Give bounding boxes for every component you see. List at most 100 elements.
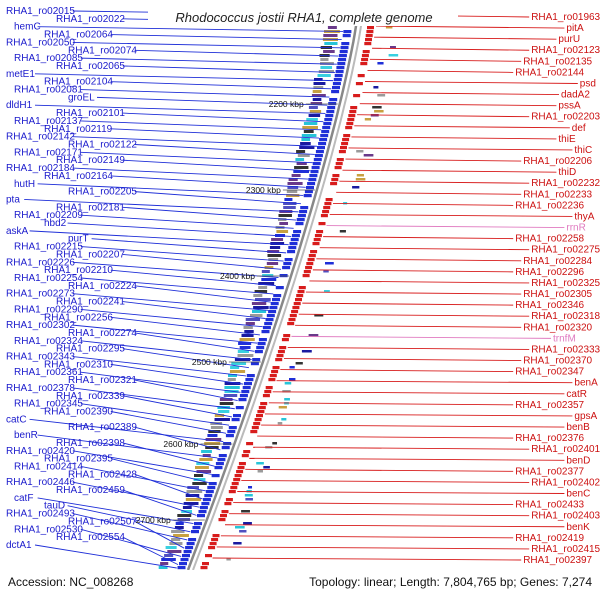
leader-line	[253, 446, 530, 450]
gene-label: hbd2	[44, 218, 67, 229]
reverse-gene-block	[225, 498, 233, 502]
annotation-block	[230, 366, 240, 369]
reverse-gene-block	[246, 442, 254, 446]
reverse-gene-block	[238, 462, 246, 466]
ruler-label: 2300 kbp	[246, 185, 281, 195]
forward-gene-block	[309, 174, 318, 178]
reverse-gene-block	[265, 386, 273, 390]
gene-label: askA	[6, 226, 29, 237]
leader-line	[91, 238, 287, 254]
gene-label: RHA1_ro02171	[14, 147, 83, 158]
annotation-block	[385, 26, 393, 29]
reverse-gene-block	[251, 426, 259, 430]
annotation-block	[267, 254, 282, 257]
annotation-block	[282, 390, 291, 393]
forward-gene-block	[282, 266, 291, 270]
annotation-block	[210, 426, 223, 429]
forward-gene-block	[252, 358, 261, 362]
reverse-gene-block	[330, 182, 338, 186]
forward-gene-block	[254, 350, 263, 354]
leader-line	[37, 183, 304, 196]
gene-label: RHA1_ro02236	[515, 200, 584, 211]
gene-label: RHA1_ro02530	[14, 524, 83, 535]
annotation-block	[237, 354, 254, 357]
leader-line	[110, 411, 227, 434]
ruler-label: 2700 kbp	[136, 515, 171, 525]
gene-label: trnfM	[553, 333, 576, 344]
forward-gene-block	[264, 322, 273, 326]
forward-gene-block	[207, 486, 216, 490]
reverse-gene-block	[289, 314, 297, 318]
leader-line	[276, 380, 573, 384]
gene-label: dctA1	[6, 540, 32, 551]
leader-line	[80, 246, 284, 262]
reverse-gene-block	[200, 566, 208, 570]
forward-gene-block	[306, 186, 314, 190]
annotation-block	[388, 54, 399, 57]
leader-line	[332, 202, 514, 206]
gene-label: RHA1_ro02361	[14, 367, 83, 378]
forward-gene-block	[324, 118, 333, 122]
forward-gene-block	[185, 546, 194, 550]
reverse-gene-block	[365, 38, 372, 42]
gene-label: hutH	[14, 179, 35, 190]
leader-line	[110, 316, 260, 336]
forward-gene-block	[197, 514, 205, 518]
leader-line	[264, 413, 573, 417]
annotation-block	[314, 78, 323, 81]
gene-label: RHA1_ro02085	[14, 53, 83, 64]
annotation-block	[261, 270, 270, 273]
leader-line	[354, 125, 570, 129]
forward-gene-block	[288, 246, 297, 250]
forward-gene-block	[218, 454, 227, 458]
leader-line	[110, 128, 320, 139]
annotation-block	[327, 26, 337, 29]
leader-line	[348, 147, 573, 151]
forward-gene-block	[308, 178, 317, 182]
forward-gene-block	[284, 258, 293, 262]
annotation-block	[237, 350, 249, 353]
annotation-block	[288, 178, 298, 181]
reverse-gene-block	[277, 350, 285, 354]
leader-line	[134, 379, 238, 401]
gene-label: RHA1_ro02215	[14, 242, 83, 253]
leader-line	[237, 491, 565, 494]
leader-line	[323, 236, 514, 240]
gene-label: RHA1_ro02101	[56, 108, 125, 119]
reverse-gene-block	[220, 514, 227, 518]
annotation-block	[356, 174, 364, 177]
leader-line	[80, 466, 206, 492]
leader-line	[80, 151, 313, 164]
leader-line	[305, 291, 522, 295]
annotation-block	[244, 330, 254, 333]
forward-gene-block	[317, 146, 325, 150]
reverse-gene-block	[324, 202, 332, 206]
annotation-block	[272, 442, 278, 445]
gene-label: RHA1_ro02137	[14, 116, 83, 127]
annotation-block	[283, 206, 296, 209]
annotation-block	[224, 382, 241, 385]
forward-gene-block	[180, 558, 189, 562]
annotation-block	[192, 482, 207, 485]
gene-label: RHA1_ro02401	[531, 444, 600, 455]
forward-gene-block	[297, 214, 306, 218]
annotation-block	[281, 418, 287, 421]
annotation-block	[278, 214, 292, 217]
reverse-gene-block	[257, 410, 265, 414]
annotation-block	[299, 146, 315, 149]
leader-line	[241, 479, 530, 483]
leader-line	[280, 369, 514, 373]
gene-label: RHA1_ro02122	[68, 140, 137, 151]
annotation-block	[264, 266, 274, 269]
forward-gene-block	[334, 74, 343, 78]
annotation-block	[377, 62, 384, 65]
annotation-block	[308, 106, 318, 109]
forward-gene-block	[331, 90, 340, 94]
annotation-block	[218, 410, 230, 413]
annotation-block	[186, 490, 203, 493]
gene-label: RHA1_ro02081	[14, 85, 83, 96]
forward-gene-block	[332, 86, 340, 90]
gene-label: catF	[14, 493, 33, 504]
leader-line	[34, 104, 326, 114]
